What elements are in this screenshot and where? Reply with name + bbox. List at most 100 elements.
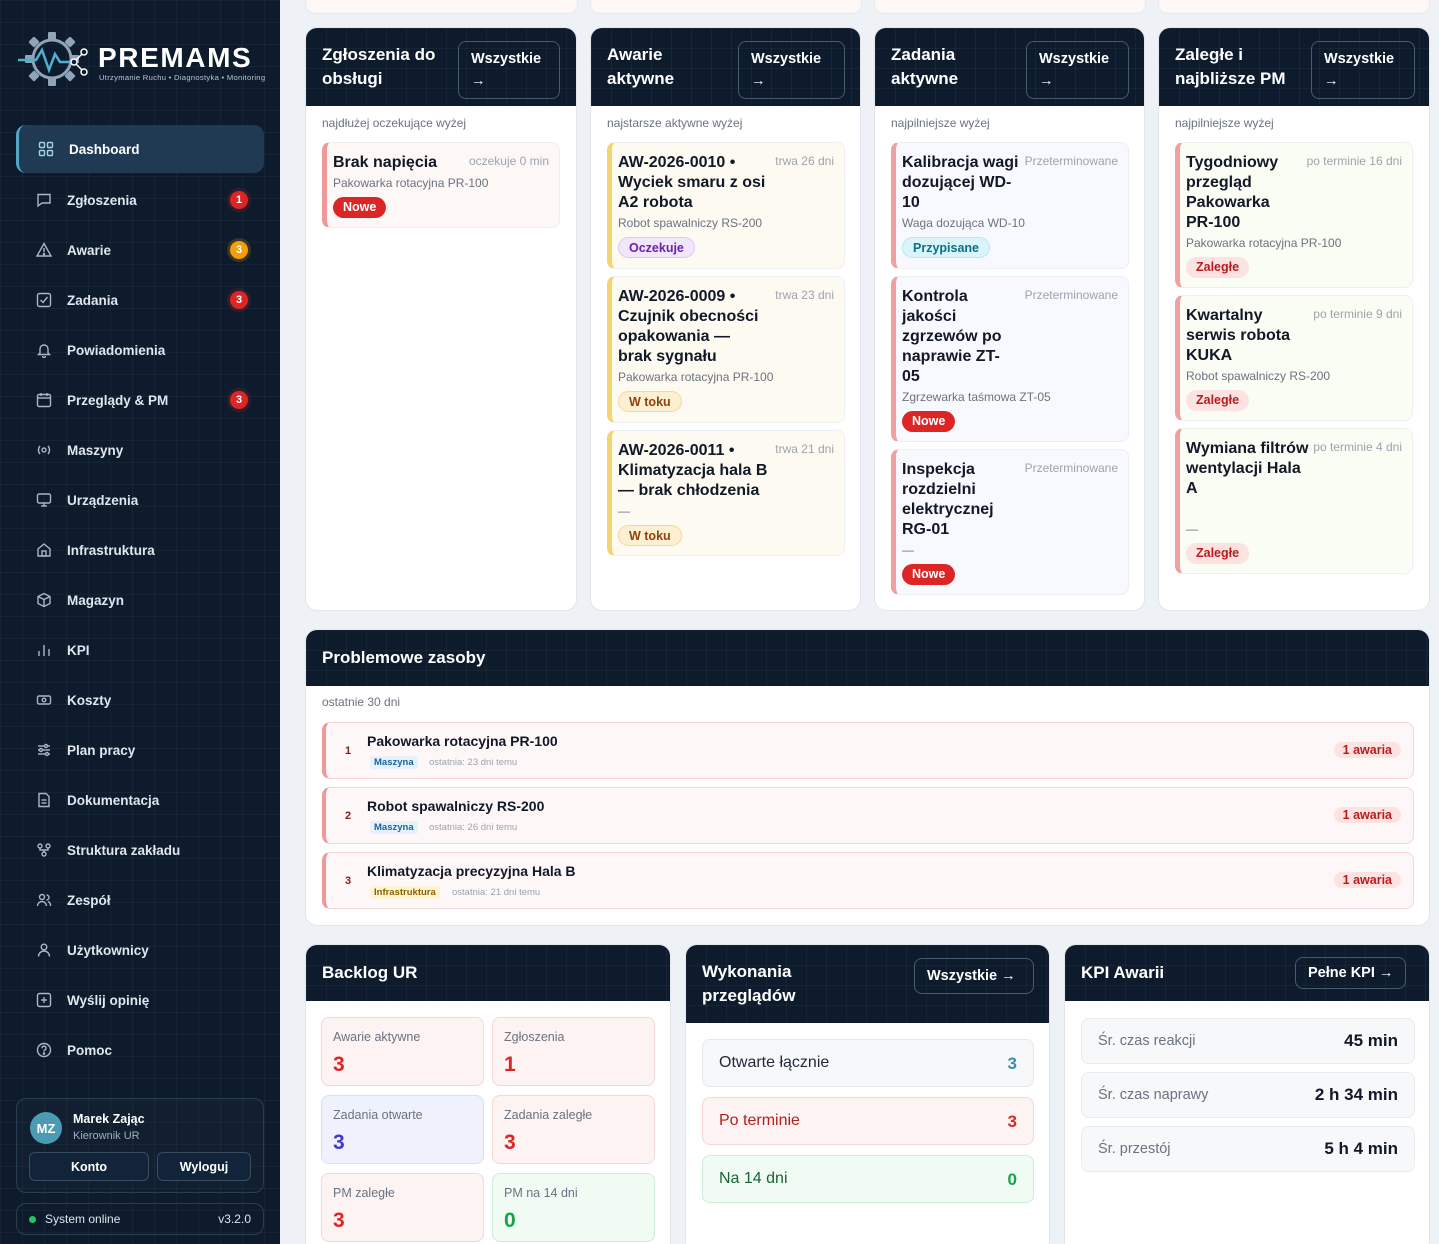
card-title: Wymiana filtrów wentylacji Hala A bbox=[1186, 440, 1309, 497]
avatar: MZ bbox=[30, 1112, 62, 1144]
panel-header: Awarie aktywne Wszystkie → bbox=[591, 28, 860, 106]
sidebar-item-opinia[interactable]: Wyślij opinię bbox=[16, 975, 264, 1025]
row-value: 3 bbox=[1007, 1112, 1017, 1131]
view-all-button[interactable]: Wszystkie → bbox=[1311, 41, 1415, 99]
backlog-tile-requests[interactable]: Zgłoszenia 1 bbox=[492, 1017, 655, 1086]
pm-card[interactable]: Wymiana filtrów wentylacji Hala A po ter… bbox=[1175, 428, 1413, 574]
sidebar-nav: Dashboard Zgłoszenia 1 Awarie 3 Zadania … bbox=[16, 125, 264, 1075]
brand-tagline: Utrzymanie Ruchu • Diagnostyka • Monitor… bbox=[99, 73, 266, 82]
last-failure: ostatnia: 26 dni temu bbox=[429, 822, 518, 833]
view-all-button[interactable]: Wszystkie → bbox=[458, 41, 560, 99]
panel-title: Zaległe i najbliższe PM bbox=[1175, 45, 1286, 88]
panel-title: Zgłoszenia do obsługi bbox=[322, 45, 436, 88]
logout-button[interactable]: Wyloguj bbox=[157, 1152, 251, 1181]
pm-card[interactable]: Tygodniowy przegląd Pakowarka PR-100 po … bbox=[1175, 142, 1413, 288]
kpi-label: Śr. czas naprawy bbox=[1098, 1087, 1209, 1103]
sidebar-item-plan-pracy[interactable]: Plan pracy bbox=[16, 725, 264, 775]
card-title: AW-2026-0009 • Czujnik obecności opakowa… bbox=[618, 288, 759, 365]
sidebar-item-awarie[interactable]: Awarie 3 bbox=[16, 225, 264, 275]
task-card[interactable]: Kontrola jakości zgrzewów po naprawie ZT… bbox=[891, 276, 1129, 442]
account-button[interactable]: Konto bbox=[29, 1152, 149, 1181]
backlog-tile-overdue-tasks[interactable]: Zadania zaległe 3 bbox=[492, 1095, 655, 1164]
sidebar-item-label: Koszty bbox=[67, 692, 112, 708]
kpi-label: Śr. czas reakcji bbox=[1098, 1033, 1196, 1049]
backlog-tile-open-tasks[interactable]: Zadania otwarte 3 bbox=[321, 1095, 484, 1164]
inspections-14-days-row[interactable]: Na 14 dni 0 bbox=[702, 1155, 1034, 1203]
sidebar-item-label: Zgłoszenia bbox=[67, 192, 137, 208]
document-icon bbox=[36, 792, 52, 808]
panel-subtitle: najpilniejsze wyżej bbox=[891, 116, 990, 130]
tile-value: 1 bbox=[504, 1053, 516, 1076]
last-failure: ostatnia: 21 dni temu bbox=[452, 887, 541, 898]
system-status: System online v3.2.0 bbox=[16, 1203, 264, 1235]
sidebar-item-powiadomienia[interactable]: Powiadomienia bbox=[16, 325, 264, 375]
sidebar-item-label: Pomoc bbox=[67, 1042, 113, 1058]
sidebar-item-infrastruktura[interactable]: Infrastruktura bbox=[16, 525, 264, 575]
sidebar-item-urzadzenia[interactable]: Urządzenia bbox=[16, 475, 264, 525]
status-badge: Zaległe bbox=[1186, 543, 1250, 564]
pm-card[interactable]: Kwartalny serwis robota KUKA po terminie… bbox=[1175, 295, 1413, 421]
backlog-tile-failures[interactable]: Awarie aktywne 3 bbox=[321, 1017, 484, 1086]
sidebar-item-zadania[interactable]: Zadania 3 bbox=[16, 275, 264, 325]
gear-logo-icon bbox=[18, 32, 88, 86]
asset-name: Pakowarka rotacyjna PR-100 bbox=[367, 733, 558, 749]
backlog-tile-overdue-pm[interactable]: PM zaległe 3 bbox=[321, 1173, 484, 1242]
card-machine: Zgrzewarka taśmowa ZT-05 bbox=[902, 390, 1051, 404]
problem-row[interactable]: 3 Klimatyzacja precyzyjna Hala B Infrast… bbox=[322, 852, 1414, 909]
brand-logo[interactable]: PREMAMS Utrzymanie Ruchu • Diagnostyka •… bbox=[18, 28, 268, 90]
problem-row[interactable]: 1 Pakowarka rotacyjna PR-100 Maszyna ost… bbox=[322, 722, 1414, 779]
count-badge: 1 bbox=[230, 191, 248, 209]
sidebar-item-struktura[interactable]: Struktura zakładu bbox=[16, 825, 264, 875]
failure-card[interactable]: AW-2026-0009 • Czujnik obecności opakowa… bbox=[607, 276, 845, 423]
kpi-label: Śr. przestój bbox=[1098, 1141, 1171, 1157]
panel-title: Awarie aktywne bbox=[607, 45, 675, 88]
sidebar-item-przeglady[interactable]: Przeglądy & PM 3 bbox=[16, 375, 264, 425]
backlog-tile-pm-14-days[interactable]: PM na 14 dni 0 bbox=[492, 1173, 655, 1242]
app-version: v3.2.0 bbox=[218, 1212, 251, 1226]
machine-icon bbox=[36, 442, 52, 458]
kpi-row-reaction: Śr. czas reakcji 45 min bbox=[1081, 1018, 1415, 1064]
failure-count-badge: 1 awaria bbox=[1333, 742, 1401, 758]
inspections-open-row[interactable]: Otwarte łącznie 3 bbox=[702, 1039, 1034, 1087]
sidebar-item-uzytkownicy[interactable]: Użytkownicy bbox=[16, 925, 264, 975]
card-meta: po terminie 4 dni bbox=[1313, 440, 1402, 454]
card-meta: Przeterminowane bbox=[1024, 288, 1118, 302]
sidebar-item-pomoc[interactable]: Pomoc bbox=[16, 1025, 264, 1075]
task-card[interactable]: Inspekcja rozdzielni elektrycznej RG-01 … bbox=[891, 449, 1129, 595]
sidebar-item-dashboard[interactable]: Dashboard bbox=[16, 125, 264, 173]
card-title: Tygodniowy przegląd Pakowarka PR-100 bbox=[1186, 154, 1279, 231]
card-meta: trwa 21 dni bbox=[775, 442, 834, 456]
sidebar-item-dokumentacja[interactable]: Dokumentacja bbox=[16, 775, 264, 825]
task-card[interactable]: Kalibracja wagi dozującej WD-10 Przeterm… bbox=[891, 142, 1129, 269]
tile-label: Zadania otwarte bbox=[333, 1108, 423, 1122]
full-kpi-button[interactable]: Pełne KPI → bbox=[1295, 957, 1407, 989]
sidebar-item-label: KPI bbox=[67, 642, 90, 658]
request-card[interactable]: Brak napięcia oczekuje 0 min Pakowarka r… bbox=[322, 142, 560, 228]
card-title: Kontrola jakości zgrzewów po naprawie ZT… bbox=[902, 288, 1002, 385]
card-meta: Przeterminowane bbox=[1024, 154, 1118, 168]
kpi-value: 2 h 34 min bbox=[1314, 1085, 1398, 1104]
grid-icon bbox=[38, 141, 54, 157]
tile-label: Zadania zaległe bbox=[504, 1108, 593, 1122]
sidebar-item-label: Zadania bbox=[67, 292, 119, 308]
inspections-overdue-row[interactable]: Po terminie 3 bbox=[702, 1097, 1034, 1145]
failure-card[interactable]: AW-2026-0011 • Klimatyzacja hala B — bra… bbox=[607, 430, 845, 556]
problem-row[interactable]: 2 Robot spawalniczy RS-200 Maszyna ostat… bbox=[322, 787, 1414, 844]
tile-label: PM na 14 dni bbox=[504, 1186, 578, 1200]
view-all-button[interactable]: Wszystkie → bbox=[1026, 41, 1129, 99]
sidebar-item-zespol[interactable]: Zespół bbox=[16, 875, 264, 925]
sliders-icon bbox=[36, 742, 52, 758]
rank-number: 3 bbox=[345, 875, 352, 887]
sidebar-item-magazyn[interactable]: Magazyn bbox=[16, 575, 264, 625]
sidebar-item-zgloszenia[interactable]: Zgłoszenia 1 bbox=[16, 175, 264, 225]
sidebar-item-kpi[interactable]: KPI bbox=[16, 625, 264, 675]
failure-card[interactable]: AW-2026-0010 • Wyciek smaru z osi A2 rob… bbox=[607, 142, 845, 269]
sidebar-item-maszyny[interactable]: Maszyny bbox=[16, 425, 264, 475]
view-all-button[interactable]: Wszystkie → bbox=[738, 41, 845, 99]
asset-type-tag: Infrastruktura bbox=[370, 886, 440, 899]
sidebar-item-koszty[interactable]: Koszty bbox=[16, 675, 264, 725]
sidebar-item-label: Awarie bbox=[67, 242, 112, 258]
last-failure: ostatnia: 23 dni temu bbox=[429, 757, 518, 768]
view-all-button[interactable]: Wszystkie → bbox=[914, 958, 1034, 994]
status-badge: Przypisane bbox=[902, 237, 991, 258]
